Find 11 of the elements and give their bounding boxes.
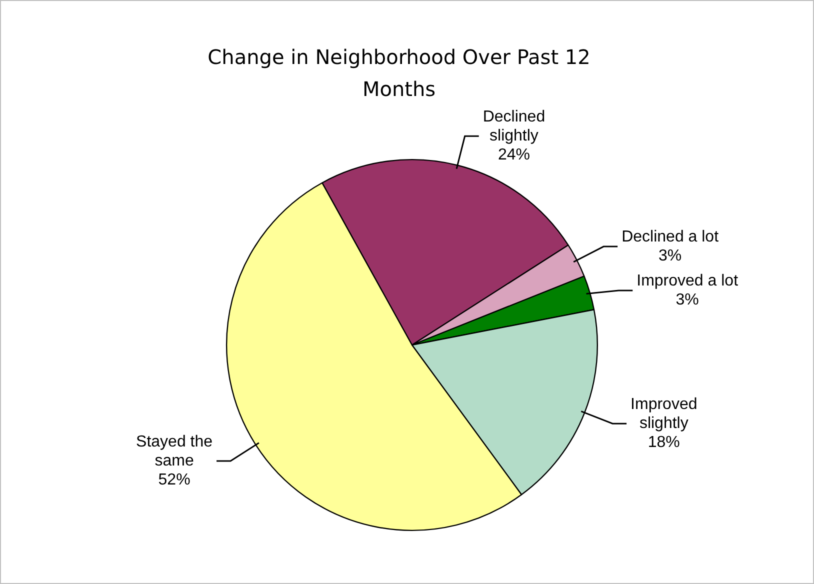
data-label: 3% bbox=[676, 291, 699, 308]
slice-label: Stayed the same bbox=[136, 433, 213, 470]
slice-label: Improved a lot bbox=[636, 272, 739, 290]
data-label: 18% bbox=[648, 434, 680, 451]
slice-label: Declined a lot bbox=[622, 228, 720, 246]
chart-title: Change in Neighborhood Over Past 12 Months bbox=[208, 45, 590, 102]
data-label: 52% bbox=[158, 471, 190, 488]
slice-label: Declined slightly bbox=[482, 108, 546, 145]
data-label: 24% bbox=[498, 146, 530, 164]
data-label: 3% bbox=[658, 247, 682, 264]
slice-label: Improved slightly bbox=[630, 396, 698, 432]
